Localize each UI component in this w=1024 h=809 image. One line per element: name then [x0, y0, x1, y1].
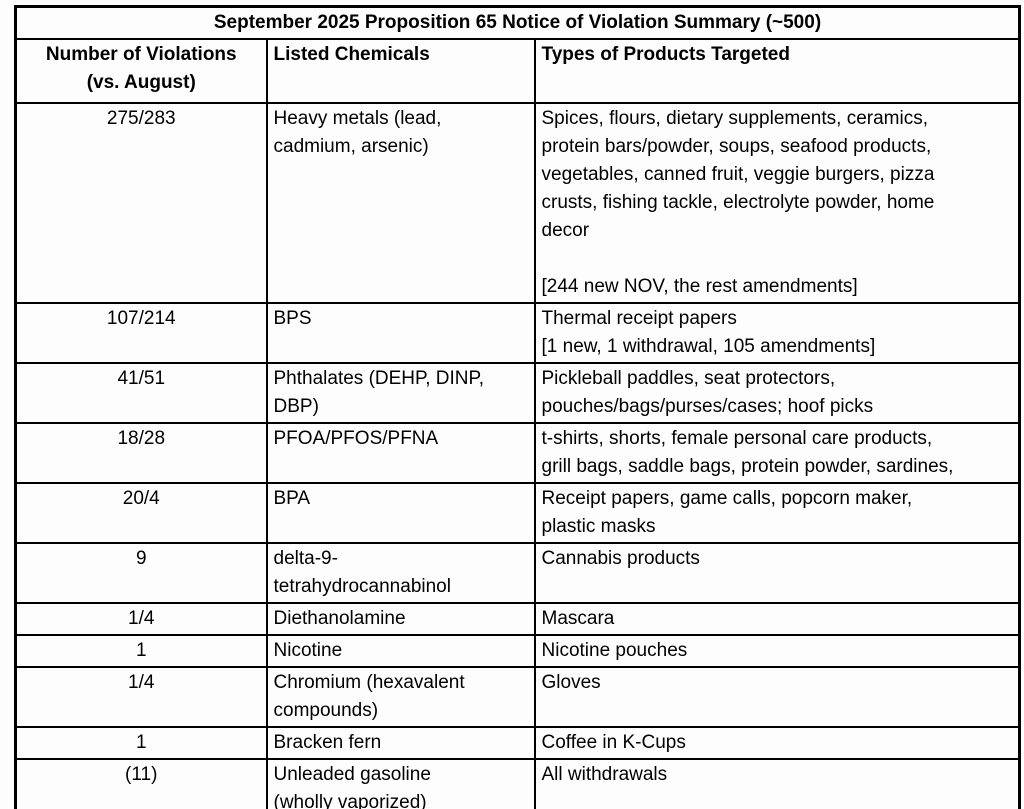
violations-cell: 1: [14, 634, 268, 668]
violations-cell: 1/4: [14, 666, 268, 728]
chemicals-cell: PFOA/PFOS/PFNA: [265, 422, 536, 484]
table-title: September 2025 Proposition 65 Notice of …: [14, 5, 1021, 40]
products-cell: t-shirts, shorts, female personal care p…: [533, 422, 1021, 484]
chemicals-cell: Phthalates (DEHP, DINP, DBP): [265, 362, 536, 424]
chemicals-cell: delta-9- tetrahydrocannabinol: [265, 542, 536, 604]
products-cell: Coffee in K-Cups: [533, 726, 1021, 760]
column-header-products: Types of Products Targeted: [533, 38, 1021, 104]
table-row: 275/283 Heavy metals (lead, cadmium, ars…: [14, 102, 1021, 304]
column-header-violations: Number of Violations (vs. August): [14, 38, 268, 104]
title-row: September 2025 Proposition 65 Notice of …: [14, 5, 1021, 40]
table-row: 9 delta-9- tetrahydrocannabinol Cannabis…: [14, 542, 1021, 604]
chemicals-cell: Unleaded gasoline (wholly vaporized): [265, 758, 536, 809]
chemicals-cell: Diethanolamine: [265, 602, 536, 636]
violations-cell: 9: [14, 542, 268, 604]
products-cell: All withdrawals: [533, 758, 1021, 809]
table-row: 1 Nicotine Nicotine pouches: [14, 634, 1021, 668]
chemicals-cell: BPS: [265, 302, 536, 364]
table-row: 20/4 BPA Receipt papers, game calls, pop…: [14, 482, 1021, 544]
chemicals-cell: Heavy metals (lead, cadmium, arsenic): [265, 102, 536, 304]
products-cell: Pickleball paddles, seat protectors, pou…: [533, 362, 1021, 424]
violations-cell: 20/4: [14, 482, 268, 544]
table-row: 41/51 Phthalates (DEHP, DINP, DBP) Pickl…: [14, 362, 1021, 424]
products-cell: Cannabis products: [533, 542, 1021, 604]
violations-cell: 41/51: [14, 362, 268, 424]
table-row: 1 Bracken fern Coffee in K-Cups: [14, 726, 1021, 760]
violations-cell: 1: [14, 726, 268, 760]
chemicals-cell: Bracken fern: [265, 726, 536, 760]
table-row: 18/28 PFOA/PFOS/PFNA t-shirts, shorts, f…: [14, 422, 1021, 484]
products-cell: Mascara: [533, 602, 1021, 636]
products-cell: Spices, flours, dietary supplements, cer…: [533, 102, 1021, 304]
table-row: 1/4 Chromium (hexavalent compounds) Glov…: [14, 666, 1021, 728]
table-row: 107/214 BPS Thermal receipt papers [1 ne…: [14, 302, 1021, 364]
violations-cell: (11): [14, 758, 268, 809]
violations-cell: 275/283: [14, 102, 268, 304]
products-cell: Receipt papers, game calls, popcorn make…: [533, 482, 1021, 544]
products-cell: Thermal receipt papers [1 new, 1 withdra…: [533, 302, 1021, 364]
table-row: (11) Unleaded gasoline (wholly vaporized…: [14, 758, 1021, 809]
violations-cell: 18/28: [14, 422, 268, 484]
products-cell: Nicotine pouches: [533, 634, 1021, 668]
products-cell: Gloves: [533, 666, 1021, 728]
violation-summary-table: September 2025 Proposition 65 Notice of …: [14, 5, 1021, 809]
chemicals-cell: BPA: [265, 482, 536, 544]
violations-cell: 1/4: [14, 602, 268, 636]
violations-cell: 107/214: [14, 302, 268, 364]
chemicals-cell: Chromium (hexavalent compounds): [265, 666, 536, 728]
column-header-chemicals: Listed Chemicals: [265, 38, 536, 104]
chemicals-cell: Nicotine: [265, 634, 536, 668]
header-row: Number of Violations (vs. August) Listed…: [14, 38, 1021, 104]
table-row: 1/4 Diethanolamine Mascara: [14, 602, 1021, 636]
